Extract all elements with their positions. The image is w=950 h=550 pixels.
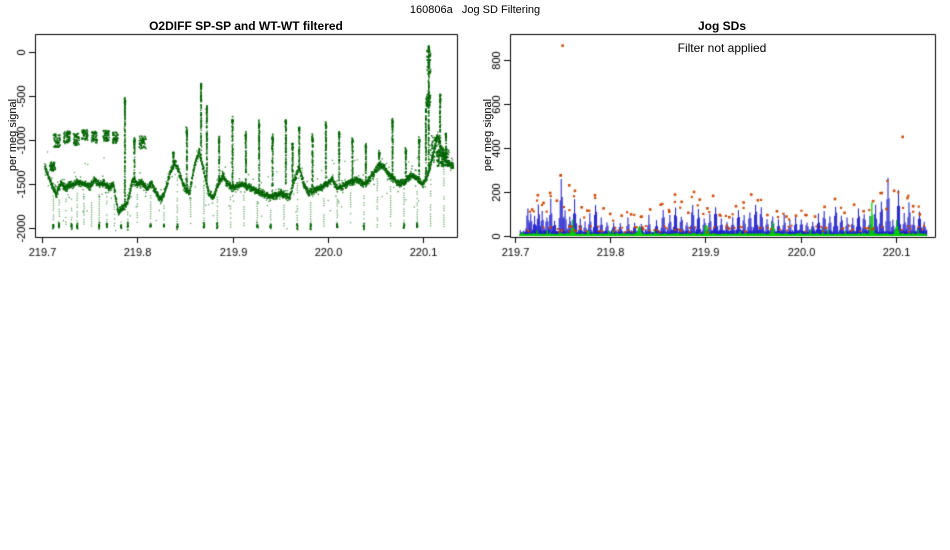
charts-canvas <box>0 0 950 300</box>
left-y-axis-label: per meg signal <box>7 98 19 172</box>
right-plot-title: Jog SDs <box>697 19 747 33</box>
figure-main-title: 160806a Jog SD Filtering <box>409 4 541 16</box>
left-plot-title: O2DIFF SP-SP and WT-WT filtered <box>149 19 343 33</box>
filter-annotation: Filter not applied <box>677 41 767 55</box>
right-y-axis-label: per meg signal <box>482 98 494 172</box>
